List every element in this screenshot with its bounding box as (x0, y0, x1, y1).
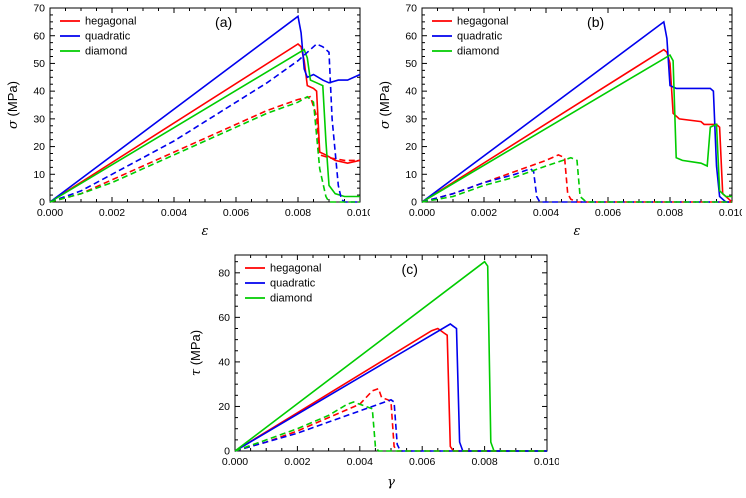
x-tick-label: 0.000 (222, 456, 248, 468)
series-diamond-solid (421, 53, 732, 203)
legend-label-quadratic: quadratic (270, 278, 316, 290)
x-tick-label: 0.010 (347, 207, 370, 219)
y-tick-label: 80 (218, 267, 230, 279)
x-tick-label: 0.002 (471, 207, 497, 219)
chart-panel-a: 0.000 0.002 0.004 0.006 0.008 0.010 0 10 20 30 40 5… (4, 2, 373, 247)
y-tick-label: 0 (411, 197, 417, 209)
series-quadratic-dashed (234, 398, 547, 452)
x-tick-label: 0.006 (595, 207, 621, 219)
y-tick-label: 20 (33, 141, 45, 153)
series-quadratic-solid (234, 323, 547, 452)
series-hegagonal-solid (49, 42, 361, 203)
y-tick-label: 60 (405, 30, 417, 42)
y-tick-label: 10 (33, 169, 45, 181)
series-hegagonal-dashed (49, 95, 360, 203)
x-tick-label: 0.008 (285, 207, 311, 219)
series-quadratic-dashed (421, 167, 732, 203)
legend-label-diamond: diamond (457, 46, 499, 58)
chart-svg-b: 0.000 0.002 0.004 0.006 0.008 0.010 0 10 20 30 40 5… (377, 3, 745, 239)
x-tick-label: 0.002 (284, 456, 310, 468)
legend-label-diamond: diamond (270, 293, 312, 305)
legend-label-hegagonal: hegagonal (85, 16, 136, 28)
x-tick-label: 0.006 (409, 456, 435, 468)
x-axis-label: γ (387, 475, 395, 490)
y-tick-label: 40 (33, 86, 45, 98)
panel-label: (a) (215, 14, 232, 30)
series-quadratic-dashed (49, 43, 360, 203)
series-hegagonal-dashed (234, 387, 547, 452)
x-tick-label: 0.008 (657, 207, 683, 219)
x-tick-label: 0.008 (471, 456, 497, 468)
x-tick-label: 0.004 (533, 207, 559, 219)
x-axis-label: ε (574, 224, 581, 239)
series-quadratic-solid (49, 14, 361, 203)
x-tick-label: 0.010 (534, 456, 559, 468)
legend-label-diamond: diamond (85, 46, 127, 58)
panel-label: (c) (402, 261, 418, 277)
chart-svg-a: 0.000 0.002 0.004 0.006 0.008 0.010 0 10 20 30 40 5… (5, 3, 373, 239)
y-tick-label: 60 (218, 312, 230, 324)
y-tick-label: 0 (224, 446, 230, 458)
bottom-row: 0.000 0.002 0.004 0.006 0.008 0.010 0 20 40 60 80 h… (0, 247, 746, 498)
series-diamond-dashed (49, 95, 360, 203)
y-tick-label: 0 (39, 197, 45, 209)
x-tick-label: 0.002 (99, 207, 125, 219)
y-tick-label: 70 (33, 3, 45, 15)
series-diamond-dashed (234, 401, 547, 452)
series-hegagonal-solid (421, 48, 733, 203)
legend-label-quadratic: quadratic (457, 31, 503, 43)
y-axis-label: σ (MPa) (377, 81, 393, 129)
series-hegagonal-solid (234, 327, 547, 452)
x-tick-label: 0.010 (719, 207, 742, 219)
y-tick-label: 40 (405, 86, 417, 98)
series-diamond-dashed (421, 156, 732, 203)
series-hegagonal-dashed (421, 154, 732, 203)
y-tick-label: 20 (405, 141, 417, 153)
y-tick-label: 20 (218, 401, 230, 413)
legend-label-hegagonal: hegagonal (457, 16, 508, 28)
x-tick-label: 0.006 (223, 207, 249, 219)
chart-panel-b: 0.000 0.002 0.004 0.006 0.008 0.010 0 10 20 30 40 5… (376, 2, 745, 247)
series-quadratic-solid (421, 20, 732, 203)
panel-label: (b) (587, 14, 604, 30)
y-tick-label: 30 (405, 113, 417, 125)
top-row: 0.000 0.002 0.004 0.006 0.008 0.010 0 10 20 30 40 5… (0, 0, 746, 247)
y-tick-label: 30 (33, 113, 45, 125)
y-tick-label: 60 (33, 30, 45, 42)
x-tick-label: 0.000 (409, 207, 435, 219)
y-axis-label: σ (MPa) (5, 81, 21, 129)
y-axis-label: τ (MPa) (188, 330, 204, 376)
x-axis-label: ε (202, 224, 209, 239)
y-tick-label: 50 (405, 58, 417, 70)
x-tick-label: 0.004 (347, 456, 373, 468)
legend-label-quadratic: quadratic (85, 31, 131, 43)
y-tick-label: 50 (33, 58, 45, 70)
x-tick-label: 0.004 (161, 207, 187, 219)
chart-svg-c: 0.000 0.002 0.004 0.006 0.008 0.010 0 20 40 60 80 h… (188, 254, 560, 490)
y-tick-label: 70 (405, 3, 417, 15)
x-tick-label: 0.000 (37, 207, 63, 219)
chart-panel-c: 0.000 0.002 0.004 0.006 0.008 0.010 0 20 40 60 80 h… (187, 247, 560, 498)
y-tick-label: 10 (405, 169, 417, 181)
y-tick-label: 40 (218, 357, 230, 369)
legend-label-hegagonal: hegagonal (270, 263, 321, 275)
series-diamond-solid (49, 48, 360, 203)
